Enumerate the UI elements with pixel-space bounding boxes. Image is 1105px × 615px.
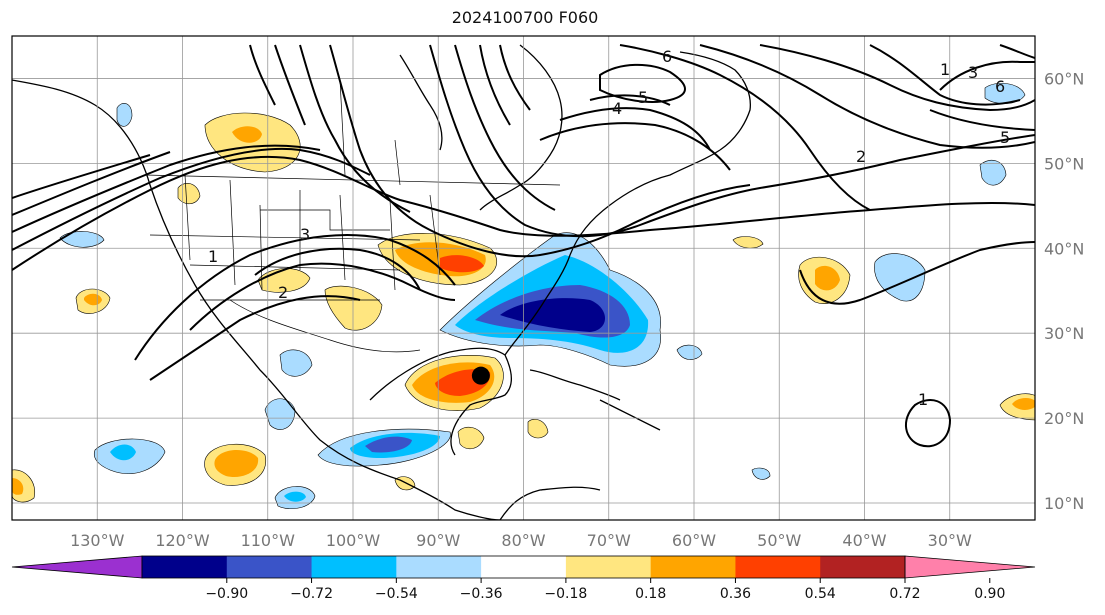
map-title: 2024100700 F060: [451, 8, 599, 27]
longitude-label: 50°W: [757, 531, 801, 550]
negative-anomaly-south-mexico-core: [284, 491, 306, 502]
map-frame: [11, 35, 1036, 521]
contour-label-3: 3: [300, 225, 310, 244]
positive-anomaly-far-west-core: [12, 478, 24, 495]
negative-anomaly-atlantic: [874, 253, 926, 302]
negative-anomaly-east-pacific-core: [110, 444, 136, 461]
positive-anomaly-canada-core: [232, 126, 262, 143]
negative-anomaly-atlantic-small: [676, 344, 703, 360]
colorbar-tick-label: 0.72: [889, 586, 920, 602]
positive-anomaly-caribbean: [457, 426, 485, 450]
negative-anomaly-baja: [264, 398, 296, 430]
latitude-labels: 10°N 20°N 30°N 40°N 50°N 60°N: [1044, 69, 1084, 513]
colorbar-frame: [141, 555, 906, 579]
negative-anomaly-ca-core: [365, 436, 412, 453]
contour-label-1: 1: [208, 247, 218, 266]
colorbar-segment: [481, 556, 567, 578]
colorbar-segment: [311, 556, 397, 578]
latitude-label: 40°N: [1044, 239, 1084, 258]
negative-anomaly-greenland: [984, 82, 1026, 104]
longitude-label: 120°W: [155, 531, 210, 550]
positive-anomaly-rockies: [177, 183, 201, 205]
colorbar-tick-label: 0.90: [974, 586, 1005, 602]
positive-anomaly-texas: [324, 285, 383, 331]
colorbar-tick-label: −0.90: [205, 586, 248, 602]
colorbar-tick-label: −0.36: [460, 586, 503, 602]
negative-anomaly-mexico: [279, 349, 313, 377]
negative-anomaly-north-atlantic: [979, 159, 1007, 186]
contour-label-5b: 5: [1000, 128, 1010, 147]
contour-label-5: 5: [638, 88, 648, 107]
height-contours: [12, 44, 1035, 448]
positive-anomaly-caribbean-2: [527, 419, 549, 439]
colorbar: −0.90 −0.72 −0.54 −0.36 −0.18 0.18 0.36 0.54 0.7…: [11, 555, 1036, 602]
positive-anomaly-atlantic-small: [732, 236, 764, 249]
positive-anomaly-east-us-core: [440, 255, 484, 273]
longitude-label: 100°W: [326, 531, 381, 550]
contour-label-6b: 6: [995, 77, 1005, 96]
positive-anomaly-east-atlantic-core: [1012, 398, 1035, 410]
negative-anomaly-max: [500, 298, 605, 332]
longitude-label: 60°W: [672, 531, 716, 550]
contour-label-1b: 1: [940, 60, 950, 79]
longitude-label: 80°W: [501, 531, 545, 550]
colorbar-segment: [142, 556, 228, 578]
colorbar-segment: [396, 556, 482, 578]
longitude-label: 70°W: [587, 531, 631, 550]
contour-label-2: 2: [278, 283, 288, 302]
longitude-label: 90°W: [416, 531, 460, 550]
latitude-label: 30°N: [1044, 324, 1084, 343]
colorbar-segment: [650, 556, 736, 578]
colorbar-tick-label: −0.72: [290, 586, 333, 602]
colorbar-segment: [735, 556, 821, 578]
positive-anomaly-south-mexico: [394, 476, 416, 491]
contour-label-1c: 1: [918, 390, 928, 409]
colorbar-tick-label: 0.36: [720, 586, 751, 602]
colorbar-tick-label: −0.54: [375, 586, 418, 602]
contour-label-3b: 3: [968, 63, 978, 82]
coastlines: [12, 44, 751, 520]
longitude-label: 30°W: [928, 531, 972, 550]
latitude-label: 10°N: [1044, 494, 1084, 513]
longitude-label: 40°W: [842, 531, 886, 550]
latitude-label: 50°N: [1044, 154, 1084, 173]
positive-anomaly-mid-atlantic-core: [815, 265, 840, 291]
negative-anomaly-south: [751, 467, 771, 480]
longitude-label: 130°W: [70, 531, 125, 550]
latitude-label: 20°N: [1044, 409, 1084, 428]
longitude-label: 110°W: [241, 531, 296, 550]
colorbar-tick-label: 0.54: [805, 586, 836, 602]
negative-anomaly-alaska: [116, 103, 133, 127]
colorbar-segment: [820, 556, 906, 578]
colorbar-extend-low: [11, 555, 143, 579]
colorbar-segment: [226, 556, 313, 578]
colorbar-tick-label: 0.18: [635, 586, 666, 602]
contour-labels: 1 2 3 4 5 6 2 1 3 6 5 1: [208, 47, 1010, 409]
colorbar-tick-label: −0.18: [544, 586, 587, 602]
contour-label-4: 4: [612, 99, 622, 118]
contour-label-6: 6: [662, 47, 672, 66]
shaded-anomalies: [12, 82, 1035, 509]
contour-label-2b: 2: [856, 147, 866, 166]
longitude-labels: 130°W 120°W 110°W 100°W 90°W 80°W 70°W 60°W 50°W…: [70, 531, 972, 550]
positive-anomaly-pacific-core: [214, 449, 259, 478]
colorbar-extend-high: [904, 555, 1036, 579]
storm-position-marker: [471, 366, 490, 385]
latitude-label: 60°N: [1044, 69, 1084, 88]
colorbar-segment: [565, 556, 652, 578]
